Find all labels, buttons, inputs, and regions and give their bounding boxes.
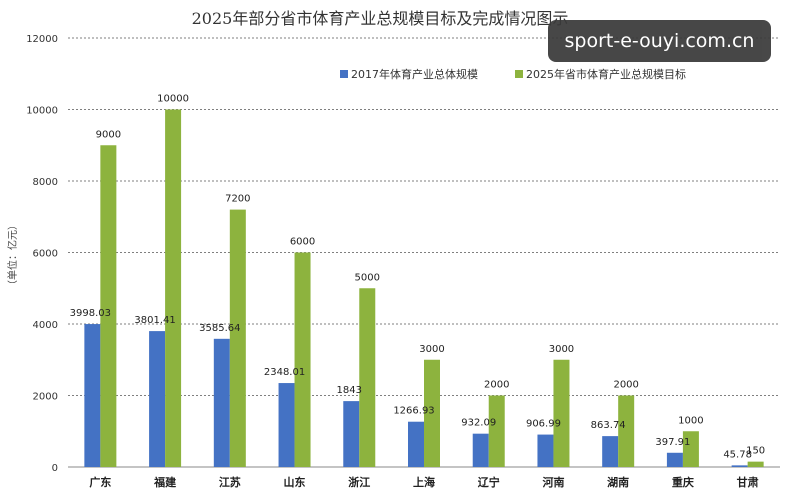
legend-swatch-2025 [515,70,523,78]
x-axis-categories: 广东 福建 江苏 山东 浙江 上海 辽宁 河南 湖南 重庆 甘肃 [89,475,758,489]
y-tick-label: 8000 [33,177,58,188]
data-label-2017: 2348.01 [264,367,305,378]
data-label-2025: 3000 [549,344,574,355]
bar-2017 [602,436,619,467]
watermark-badge: sport-e-ouyi.com.cn [548,20,771,62]
bars [84,109,764,467]
data-label-2025: 9000 [96,129,121,140]
chart-title: 2025年部分省市体育产业总规模目标及完成情况图示 [192,9,569,28]
y-tick-label: 4000 [33,320,58,331]
data-label-2017: 45.78 [723,449,752,460]
category-label: 山东 [284,475,306,489]
data-label-2017: 1843 [337,385,362,396]
bar-2025 [100,145,117,467]
category-label: 浙江 [348,475,370,489]
legend-label-2017: 2017年体育产业总体规模 [351,67,478,81]
bar-2025 [229,209,246,467]
bar-2025 [747,461,764,467]
data-label-2017: 3585.64 [199,323,240,334]
data-label-2025: 150 [746,446,765,457]
data-label-2025: 7200 [225,194,250,205]
data-label-2025: 1000 [678,415,703,426]
y-tick-label: 12000 [26,34,58,45]
data-label-2025: 10000 [157,94,189,105]
bar-2017 [537,434,554,467]
category-label: 辽宁 [478,475,500,489]
bar-2017 [666,452,683,467]
y-tick-label: 0 [52,463,58,474]
category-label: 福建 [153,475,177,489]
category-label: 江苏 [219,475,241,489]
category-label: 重庆 [672,475,694,489]
legend-label-2025: 2025年省市体育产业总规模目标 [526,67,686,81]
category-label: 广东 [89,475,111,489]
bar-2017 [84,324,101,467]
bar-2025 [618,395,635,467]
bar-2017 [472,433,489,467]
data-label-2017: 932.09 [461,418,496,429]
bar-2017 [149,331,166,467]
category-label: 上海 [413,475,435,489]
legend: 2017年体育产业总体规模 2025年省市体育产业总规模目标 [340,67,686,81]
data-label-2017: 906.99 [526,419,561,430]
y-axis-ticks: 0 2000 4000 6000 8000 10000 12000 [26,34,58,474]
category-label: 湖南 [607,475,629,489]
bar-2025 [553,359,570,467]
data-label-2025: 2000 [484,380,509,391]
data-label-2017: 1266.93 [393,406,434,417]
data-label-2025: 6000 [290,237,315,248]
data-label-2025: 2000 [613,380,638,391]
bar-2017 [213,338,230,467]
bar-2025 [294,252,311,467]
bar-2025 [424,359,440,467]
bar-2017 [343,401,360,467]
bar-2017 [731,465,748,467]
bar-2025 [165,109,182,467]
data-label-2017: 3998.03 [70,308,111,319]
y-tick-label: 6000 [33,249,58,260]
y-axis-label: （单位：亿元） [6,220,19,290]
data-label-2017: 397.91 [655,437,690,448]
data-label-2017: 863.74 [591,420,626,431]
legend-swatch-2017 [340,70,348,78]
data-label-2025: 3000 [419,344,444,355]
category-label: 甘肃 [737,475,759,489]
bar-2017 [408,421,424,467]
data-label-2017: 3801.41 [134,315,175,326]
bar-2025 [488,395,505,467]
bar-2025 [359,288,376,467]
category-label: 河南 [542,475,564,489]
data-label-2025: 5000 [355,272,380,283]
y-tick-label: 10000 [26,106,58,117]
bar-2017 [278,383,295,467]
y-tick-label: 2000 [33,392,58,403]
data-labels: 3998.03 9000 3801.41 10000 3585.64 7200 2348.0… [70,94,765,461]
bar-2025 [682,431,699,467]
